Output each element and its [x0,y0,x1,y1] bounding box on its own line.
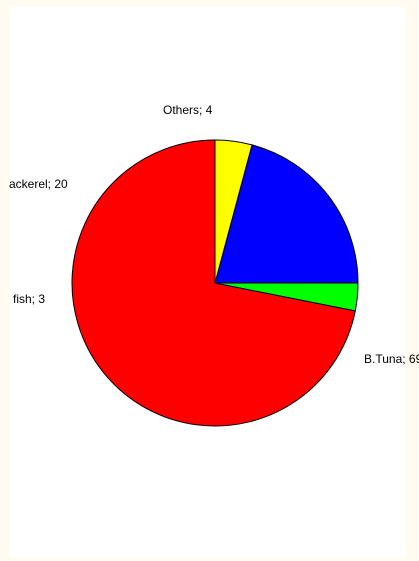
pie-slices [71,139,359,427]
slice-label-fish: fish; 3 [13,292,45,306]
slice-label-others: Others; 4 [163,103,213,117]
slice-others [214,139,253,284]
pie-labels: B.Tuna; 69 fish; 3 ackerel; 20 Others; 4 [9,103,419,366]
slice-mackerel [214,144,359,284]
slice-label-mackerel: ackerel; 20 [9,177,68,191]
slice-label-btuna: B.Tuna; 69 [364,352,419,366]
slice-btuna [71,139,356,427]
